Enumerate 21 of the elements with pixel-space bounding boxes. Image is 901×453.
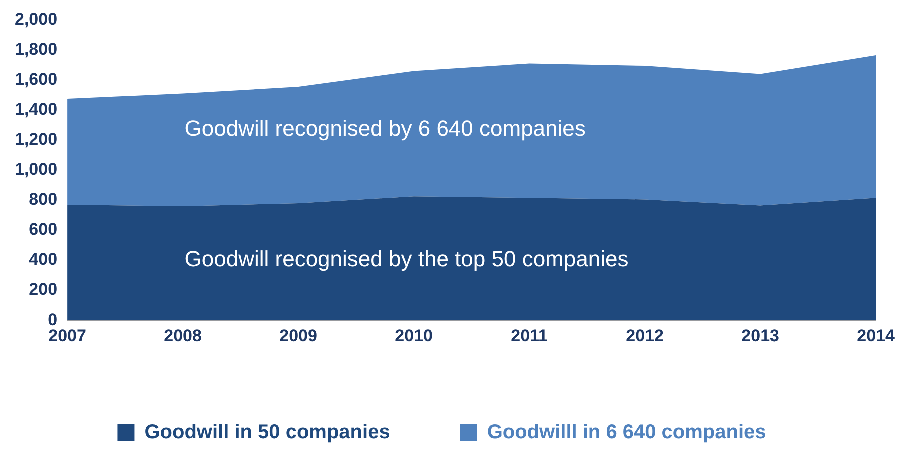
legend-label: Goodwilll in 6 640 companies xyxy=(487,422,766,444)
y-tick-label: 200 xyxy=(29,280,58,300)
y-tick-label: 800 xyxy=(29,190,58,210)
x-tick-label: 2012 xyxy=(626,326,664,346)
y-tick-label: 1,600 xyxy=(14,70,58,89)
x-tick-label: 2011 xyxy=(511,326,548,346)
x-tick-label: 2008 xyxy=(164,326,202,346)
x-tick-label: 2014 xyxy=(857,326,896,346)
x-tick-label: 2013 xyxy=(742,326,780,346)
y-tick-label: 2,000 xyxy=(14,10,58,29)
x-tick-label: 2009 xyxy=(280,326,318,346)
y-tick-label: 400 xyxy=(29,250,58,270)
legend-label: Goodwill in 50 companies xyxy=(144,422,390,444)
y-tick-label: 1,400 xyxy=(14,100,58,120)
y-tick-label: 1,200 xyxy=(14,130,58,150)
y-tick-label: 1,000 xyxy=(14,160,58,180)
y-tick-label: 1,800 xyxy=(14,40,58,59)
x-tick-label: 2010 xyxy=(395,326,433,346)
annotation: Goodwill recognised by 6 640 companies xyxy=(184,116,586,141)
y-tick-label: 600 xyxy=(29,220,58,240)
annotation: Goodwill recognised by the top 50 companies xyxy=(184,246,629,272)
